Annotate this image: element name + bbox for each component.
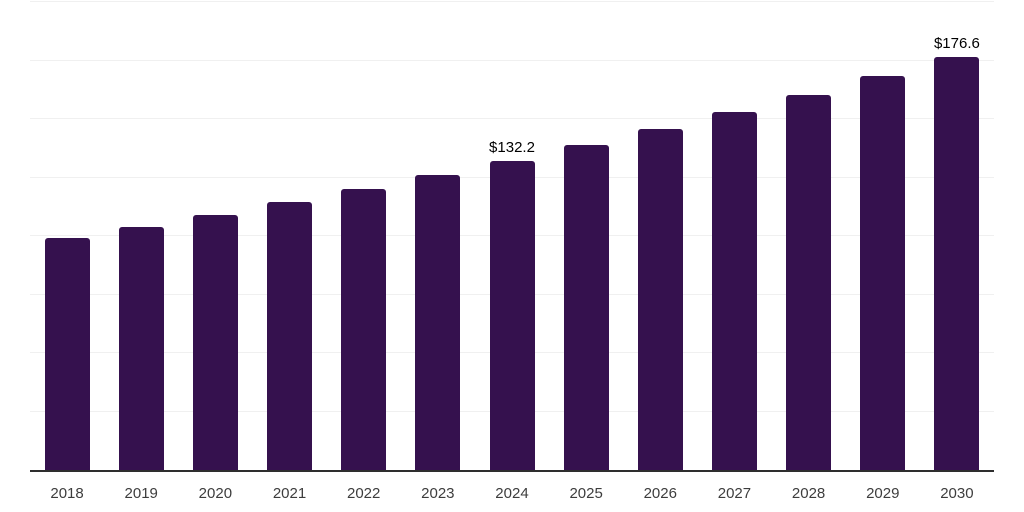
bar-2026 bbox=[637, 129, 683, 470]
gridline-175 bbox=[30, 59, 994, 61]
bar-2028 bbox=[786, 94, 832, 470]
x-axis-labels: 2018 2019 2020 2021 2022 2023 2024 2025 2026 2027… bbox=[30, 486, 994, 506]
bar-2023 bbox=[415, 175, 461, 470]
x-tick-2021: 2021 bbox=[272, 485, 307, 502]
x-tick-2022: 2022 bbox=[346, 485, 381, 502]
x-tick-2028: 2028 bbox=[791, 485, 826, 502]
bar-2020 bbox=[192, 214, 238, 470]
bar-2018 bbox=[44, 238, 90, 470]
bar-2029 bbox=[860, 76, 906, 470]
plot-area: $132.2 $176.6 bbox=[30, 1, 994, 470]
x-tick-2030: 2030 bbox=[940, 485, 974, 502]
x-tick-2029: 2029 bbox=[866, 485, 900, 502]
gridline-150 bbox=[30, 118, 994, 119]
bar-2019 bbox=[118, 226, 164, 470]
x-tick-2020: 2020 bbox=[198, 485, 233, 502]
data-label-2030: $176.6 bbox=[933, 34, 980, 52]
bar-2030 bbox=[934, 56, 980, 470]
bar-2025 bbox=[563, 145, 609, 470]
x-tick-2019: 2019 bbox=[124, 485, 158, 502]
bar-2022 bbox=[341, 188, 387, 470]
x-tick-2026: 2026 bbox=[643, 485, 677, 502]
bar-2027 bbox=[711, 112, 757, 470]
x-tick-2018: 2018 bbox=[50, 485, 84, 502]
x-axis-line bbox=[30, 470, 994, 472]
x-tick-2027: 2027 bbox=[717, 485, 752, 502]
x-tick-2023: 2023 bbox=[421, 485, 455, 502]
x-tick-2024: 2024 bbox=[495, 485, 529, 502]
x-tick-2025: 2025 bbox=[569, 485, 603, 502]
bar-2024 bbox=[489, 160, 535, 470]
bar-2021 bbox=[267, 202, 313, 470]
gridline-200 bbox=[30, 1, 994, 2]
data-label-2024: $132.2 bbox=[489, 138, 535, 156]
